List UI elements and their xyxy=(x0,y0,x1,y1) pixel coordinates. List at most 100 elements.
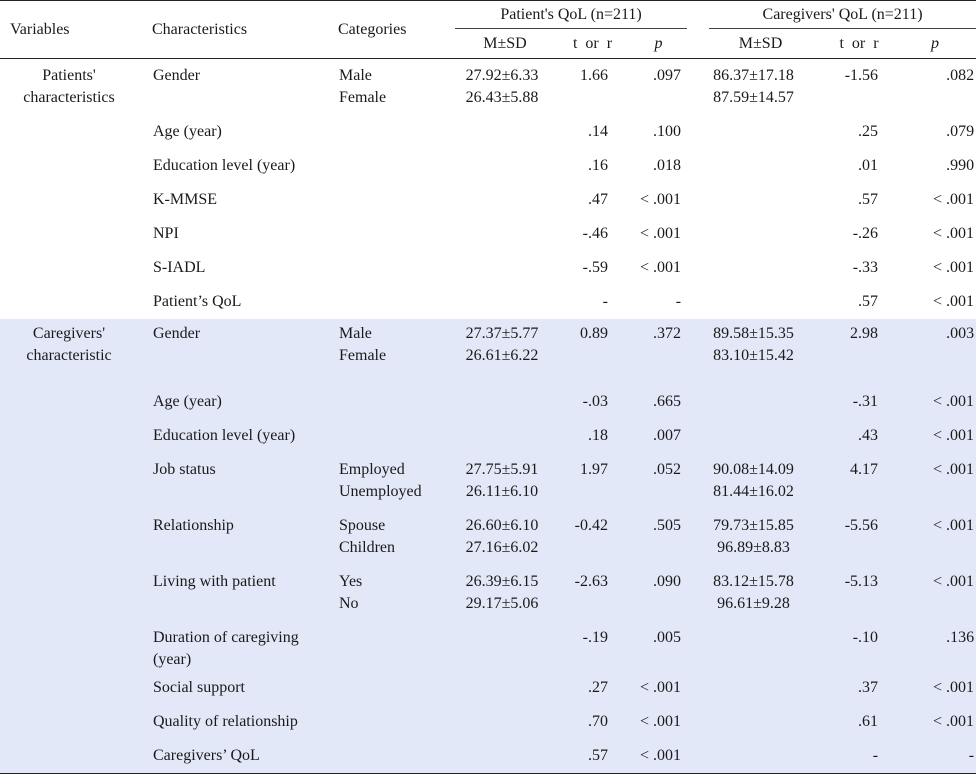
categories-cell-line: Female xyxy=(339,347,387,364)
patient-t-or-r-cell: 1.97 xyxy=(565,453,620,509)
table-row: Social support .27 < .001.37 < .001 xyxy=(0,671,976,705)
caregiver-t-or-r-cell: -.10 xyxy=(824,621,895,671)
table-row: Caregivers' characteristic Gender Male Femal… xyxy=(0,319,976,385)
caregivers-characteristic-section: Caregivers' characteristic Gender Male Femal… xyxy=(0,319,976,774)
patient-t-or-r-cell: 1.66 xyxy=(565,58,620,115)
caregiver-msd-cell xyxy=(697,705,825,739)
patient-t-or-r-cell: -0.42 xyxy=(565,509,620,565)
caregiver-t-or-r-cell: -1.56 xyxy=(824,58,895,115)
variable-cell xyxy=(0,285,142,319)
patient-t-or-r-cell: -.19 xyxy=(565,621,620,671)
caregiver-t-or-r-cell: -5.56 xyxy=(824,509,895,565)
variable-cell xyxy=(0,217,142,251)
table-row: Education level (year) .16.018 .01.990 xyxy=(0,149,976,183)
caregiver-msd-cell-line: 90.08±14.09 xyxy=(713,461,794,478)
patient-t-or-r-cell: .47 xyxy=(565,183,620,217)
categories-cell xyxy=(328,739,445,774)
caregiver-t-or-r-cell: .61 xyxy=(824,705,895,739)
caregiver-t-or-r-cell: .57 xyxy=(824,183,895,217)
patient-msd-cell xyxy=(445,705,565,739)
characteristic-cell: Age (year) xyxy=(142,115,328,149)
caregiver-p-cell: < .001 xyxy=(894,385,976,419)
variable-cell xyxy=(0,251,142,285)
variable-cell xyxy=(0,115,142,149)
patient-t-or-r-cell: -.59 xyxy=(565,251,620,285)
categories-cell: Employed Unemployed xyxy=(328,453,445,509)
caregiver-t-or-r-cell: .57 xyxy=(824,285,895,319)
categories-cell xyxy=(328,149,445,183)
table-row: Patients' characteristics Gender Male Female… xyxy=(0,58,976,115)
characteristic-cell: Relationship xyxy=(142,509,328,565)
categories-cell-line: Employed xyxy=(339,461,405,478)
caregiver-msd-cell xyxy=(697,739,825,774)
caregiver-msd-cell xyxy=(697,621,825,671)
patient-msd-cell-line: 26.11±6.10 xyxy=(465,483,539,500)
caregiver-msd-cell-line: 89.58±15.35 xyxy=(713,325,794,342)
header-patient-qol-group: Patient's QoL (n=211) xyxy=(445,0,698,29)
caregiver-t-or-r-cell: .37 xyxy=(824,671,895,705)
table-row: Age (year) -.03.665 -.31 < .001 xyxy=(0,385,976,419)
categories-cell-line: Yes xyxy=(339,573,363,590)
header-characteristics: Characteristics xyxy=(142,0,328,59)
patient-msd-cell-line: 27.92±6.33 xyxy=(465,67,539,84)
patient-msd-cell xyxy=(445,115,565,149)
caregiver-msd-cell-line: 96.89±8.83 xyxy=(717,539,790,556)
variable-group-label: Caregivers' characteristic xyxy=(8,323,130,367)
variable-cell: Patients' characteristics xyxy=(0,58,142,115)
characteristic-cell: Duration of caregiving (year) xyxy=(142,621,328,671)
variable-cell xyxy=(0,385,142,419)
patient-t-or-r-cell: - xyxy=(565,285,620,319)
patient-p-cell: < .001 xyxy=(620,705,698,739)
categories-cell xyxy=(328,285,445,319)
patient-msd-cell: 27.92±6.33 26.43±5.88 xyxy=(445,58,565,115)
caregiver-msd-cell xyxy=(697,419,825,453)
caregiver-t-or-r-cell: - xyxy=(824,739,895,774)
table-header: Variables Characteristics Categories Pat… xyxy=(0,0,976,59)
patient-msd-cell-line: 27.16±6.02 xyxy=(465,539,539,556)
header-caregiver-p: p xyxy=(894,29,976,59)
patient-t-or-r-cell: .70 xyxy=(565,705,620,739)
variable-cell xyxy=(0,705,142,739)
caregiver-msd-cell xyxy=(697,385,825,419)
patient-p-cell: .665 xyxy=(620,385,698,419)
caregiver-msd-cell xyxy=(697,183,825,217)
variable-label-line: characteristics xyxy=(23,89,115,106)
patient-msd-cell-line: 26.60±6.10 xyxy=(465,517,539,534)
caregiver-msd-cell-line: 87.59±14.57 xyxy=(713,89,794,106)
variable-group-label: Patients' characteristics xyxy=(8,65,130,109)
categories-cell-line: Unemployed xyxy=(339,483,422,500)
caregiver-p-cell: < .001 xyxy=(894,705,976,739)
patient-t-or-r-cell: -2.63 xyxy=(565,565,620,621)
table-row: Quality of relationship .70 < .001.61 < .00… xyxy=(0,705,976,739)
characteristic-cell: K-MMSE xyxy=(142,183,328,217)
caregiver-p-cell: .079 xyxy=(894,115,976,149)
header-caregiver-qol-group: Caregivers' QoL (n=211) xyxy=(697,0,976,29)
caregiver-p-cell: < .001 xyxy=(894,453,976,509)
categories-cell: Male Female xyxy=(328,319,445,385)
patient-msd-cell xyxy=(445,671,565,705)
caregiver-msd-cell: 86.37±17.18 87.59±14.57 xyxy=(697,58,825,115)
categories-cell xyxy=(328,183,445,217)
patient-p-cell: .097 xyxy=(620,58,698,115)
caregiver-msd-cell-line: 83.12±15.78 xyxy=(713,573,794,590)
patient-msd-cell xyxy=(445,251,565,285)
table-row: K-MMSE .47 < .001.57 < .001 xyxy=(0,183,976,217)
patient-msd-cell: 27.75±5.91 26.11±6.10 xyxy=(445,453,565,509)
patient-msd-cell: 26.39±6.15 29.17±5.06 xyxy=(445,565,565,621)
categories-cell-line: Male xyxy=(339,67,372,84)
categories-cell-line: Male xyxy=(339,325,372,342)
categories-cell: Spouse Children xyxy=(328,509,445,565)
patient-p-cell: .090 xyxy=(620,565,698,621)
variable-cell xyxy=(0,509,142,565)
caregiver-msd-cell-line: 96.61±9.28 xyxy=(717,595,790,612)
characteristic-cell: Job status xyxy=(142,453,328,509)
patient-msd-cell-line: 27.37±5.77 xyxy=(465,325,539,342)
variable-cell xyxy=(0,183,142,217)
patient-msd-cell xyxy=(445,385,565,419)
caregiver-p-cell: < .001 xyxy=(894,183,976,217)
caregiver-msd-cell-line: 79.73±15.85 xyxy=(713,517,794,534)
patient-p-cell: .007 xyxy=(620,419,698,453)
patient-t-or-r-cell: .16 xyxy=(565,149,620,183)
caregiver-msd-cell xyxy=(697,115,825,149)
variable-cell xyxy=(0,671,142,705)
